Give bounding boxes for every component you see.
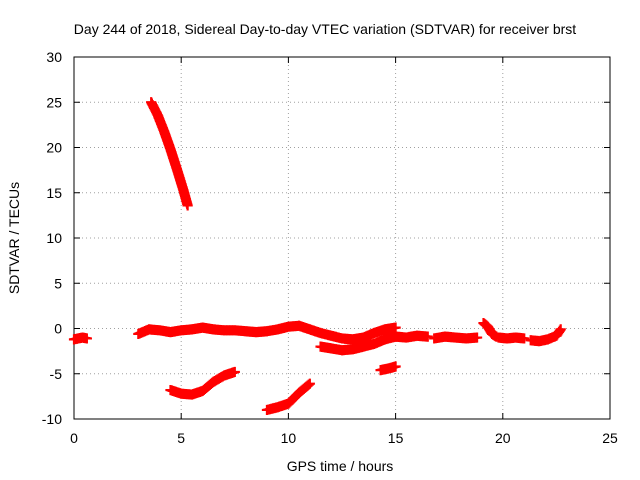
- grid-lines: [74, 57, 610, 419]
- data-point: [182, 200, 193, 211]
- series-arc-1: [68, 332, 92, 345]
- data-point: [390, 361, 401, 372]
- data-point: [422, 331, 433, 342]
- y-tick-label: 0: [54, 321, 62, 337]
- series-arc-6: [315, 331, 401, 356]
- data-point: [81, 333, 92, 344]
- x-axis-label: GPS time / hours: [287, 458, 394, 474]
- x-tick-label: 25: [602, 430, 618, 446]
- series-arc-2: [146, 97, 193, 211]
- y-tick-label: -5: [50, 366, 63, 382]
- series-arc-3: [133, 320, 401, 345]
- data-point: [471, 332, 483, 343]
- x-tick-label: 0: [70, 430, 78, 446]
- series-arc-8: [390, 330, 433, 343]
- y-axis-label: SDTVAR / TECUs: [6, 182, 22, 294]
- data-points: [68, 97, 566, 416]
- y-tick-label: 15: [46, 185, 62, 201]
- data-point: [390, 322, 401, 333]
- y-tick-label: 30: [46, 49, 62, 65]
- data-point: [519, 333, 530, 344]
- x-tick-label: 15: [388, 430, 404, 446]
- y-tick-label: 20: [46, 140, 62, 156]
- series-arc-7: [375, 361, 401, 376]
- series-arc-4: [165, 366, 240, 400]
- series-arc-5: [261, 378, 315, 416]
- chart-title: Day 244 of 2018, Sidereal Day-to-day VTE…: [74, 21, 576, 37]
- x-tick-label: 5: [177, 430, 185, 446]
- y-tick-label: 5: [54, 275, 62, 291]
- x-tick-label: 20: [495, 430, 511, 446]
- series-arc-9: [429, 331, 483, 344]
- series-arc-11: [493, 332, 530, 344]
- y-tick-label: 10: [46, 230, 62, 246]
- data-point: [229, 366, 240, 378]
- x-tick-label: 10: [281, 430, 297, 446]
- axis-ticks: 0 5 10 15 20 25 -10 -5 0 5 10 15 20 25 30: [42, 49, 618, 446]
- data-point: [304, 378, 315, 389]
- series-arc-12: [525, 324, 566, 347]
- data-point: [555, 324, 566, 335]
- y-tick-label: 25: [46, 94, 62, 110]
- y-tick-label: -10: [42, 411, 62, 427]
